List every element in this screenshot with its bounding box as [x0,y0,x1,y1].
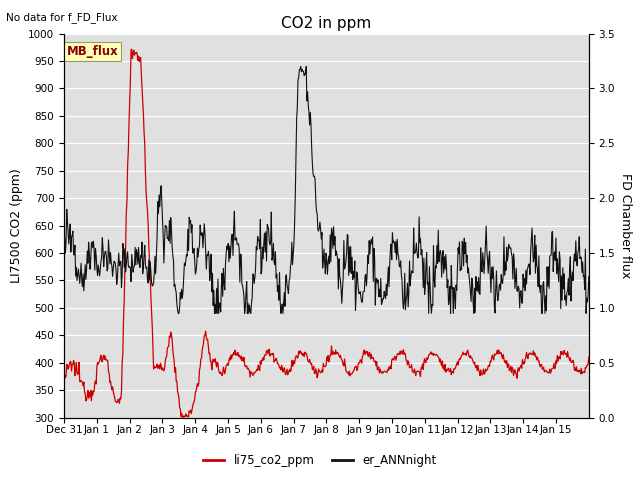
Text: MB_flux: MB_flux [67,45,118,58]
Title: CO2 in ppm: CO2 in ppm [281,16,372,31]
Text: No data for f_FD_Flux: No data for f_FD_Flux [6,12,118,23]
Y-axis label: FD Chamber flux: FD Chamber flux [619,173,632,278]
Legend: li75_co2_ppm, er_ANNnight: li75_co2_ppm, er_ANNnight [198,449,442,472]
Y-axis label: LI7500 CO2 (ppm): LI7500 CO2 (ppm) [10,168,22,283]
